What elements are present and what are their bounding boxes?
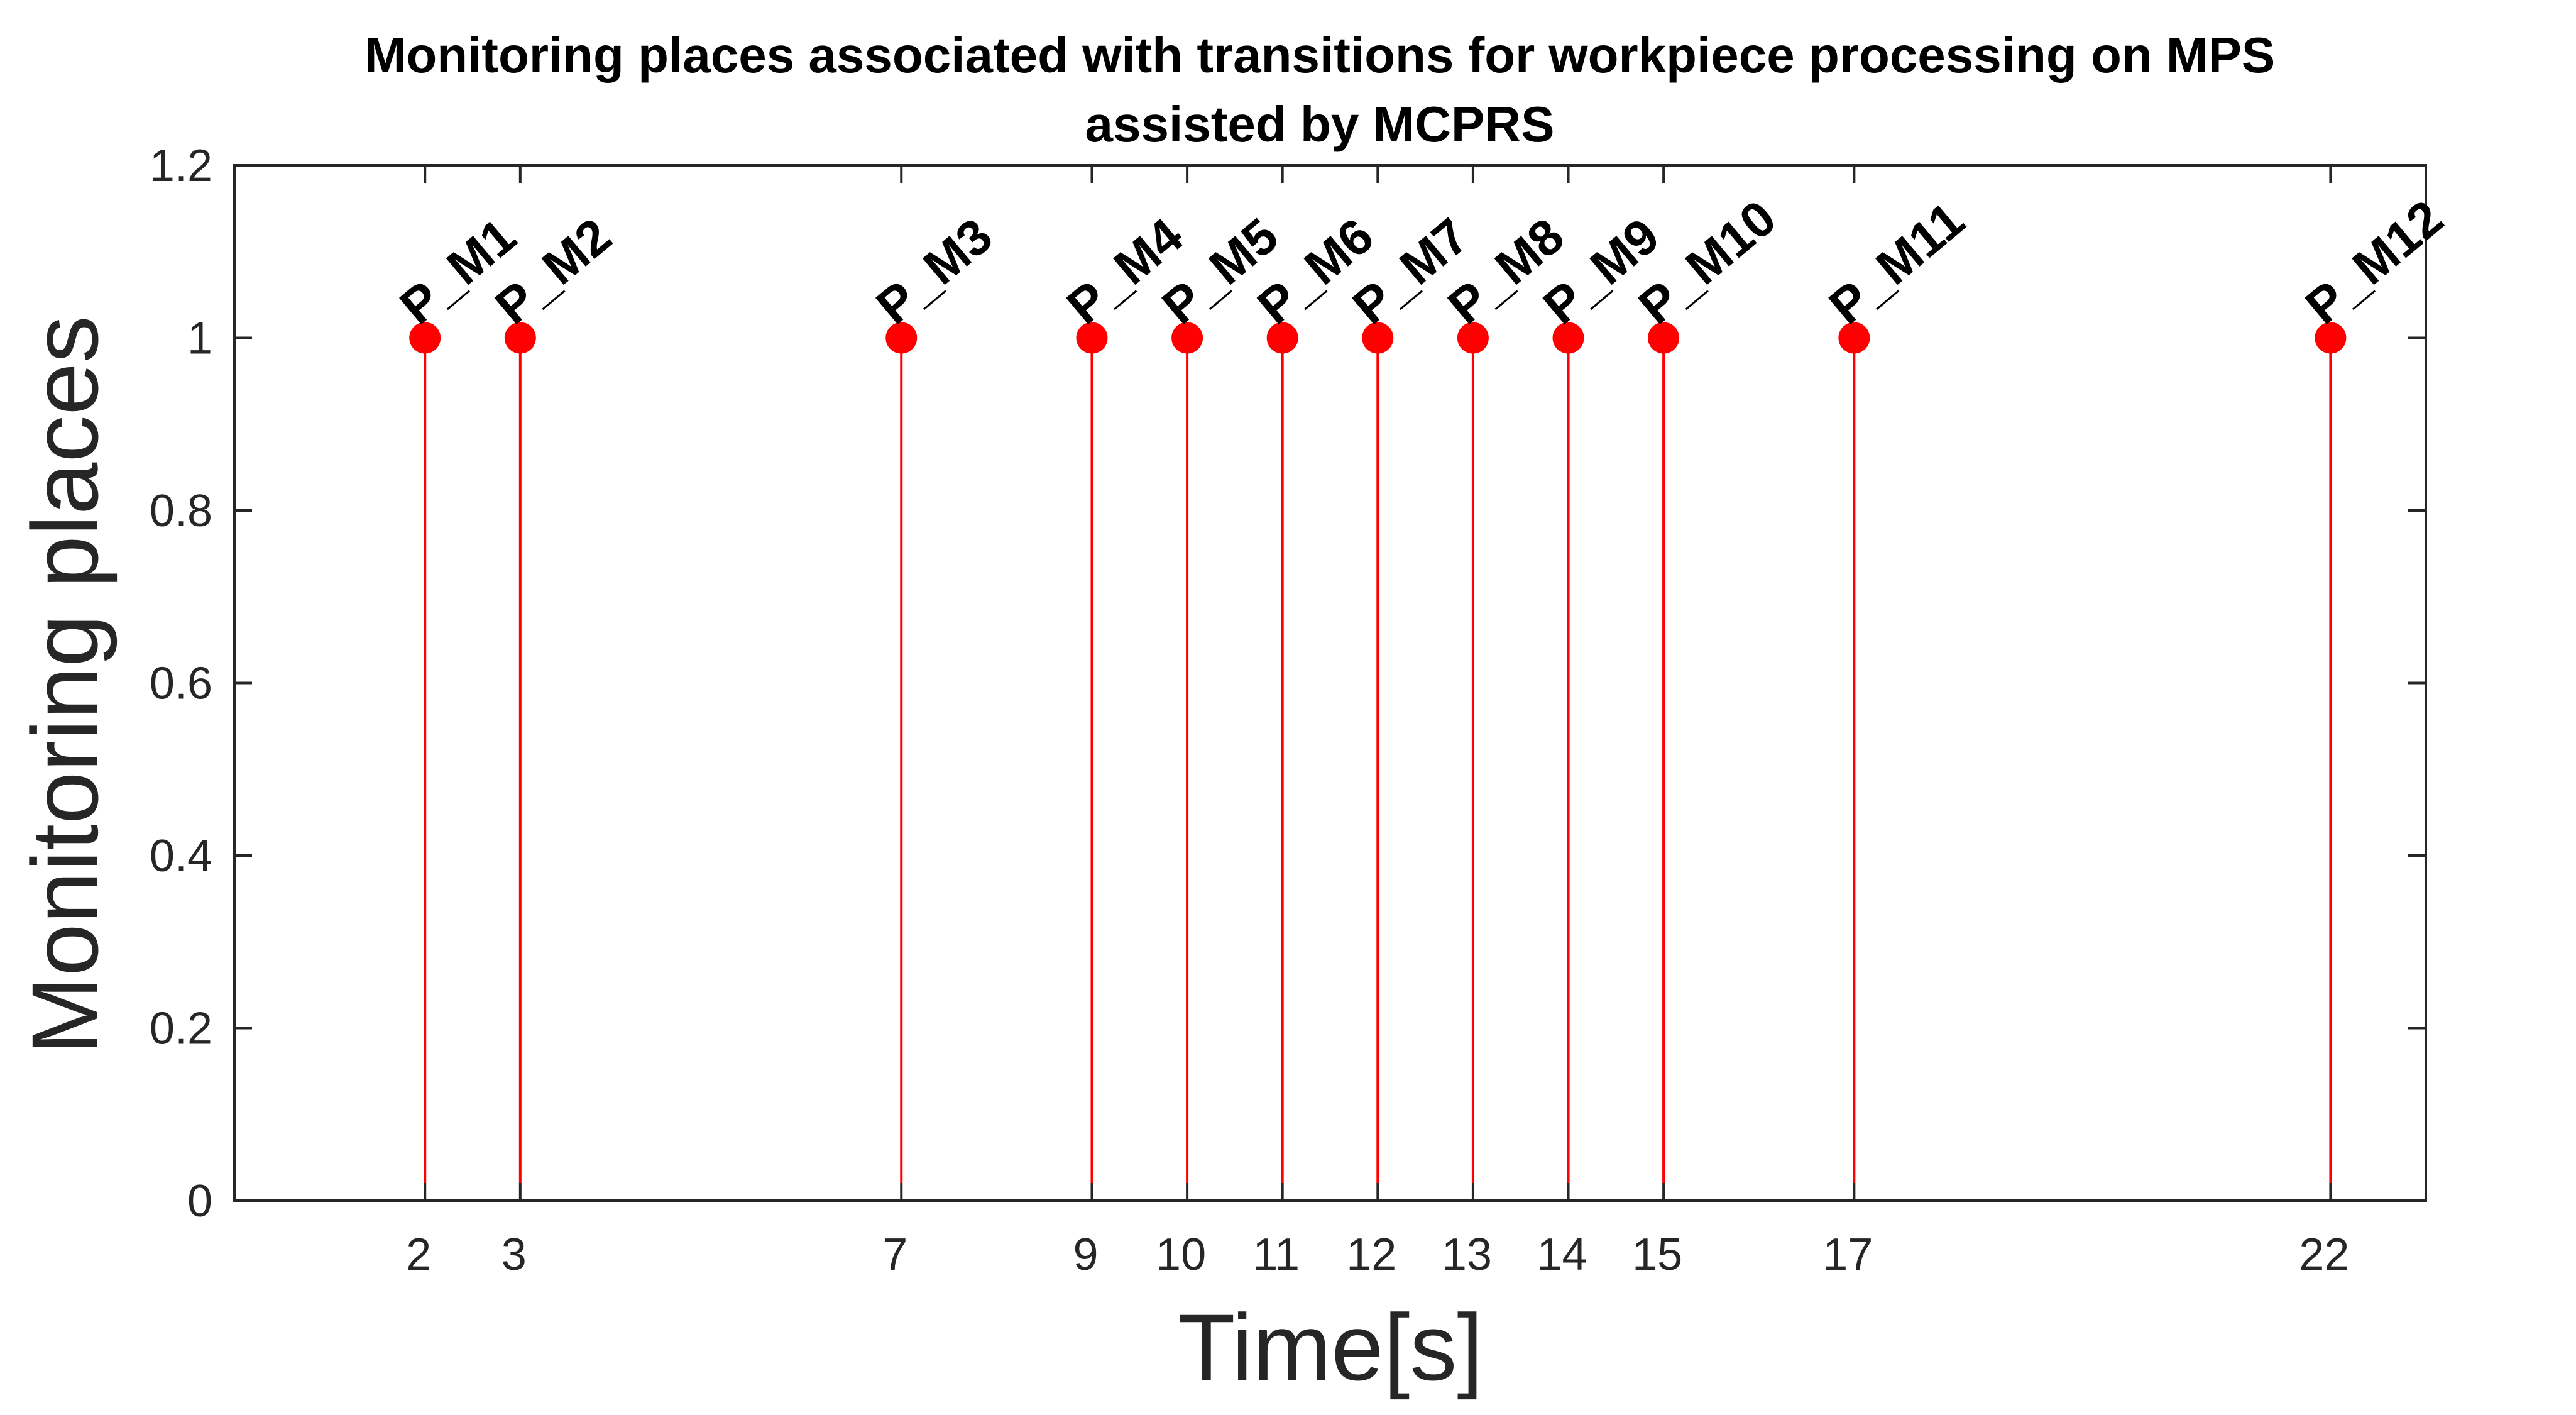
stem-marker	[1457, 322, 1489, 354]
y-axis-label: Monitoring places	[12, 316, 118, 1055]
stem-marker	[1648, 322, 1680, 354]
x-tick-label: 9	[1073, 1230, 1098, 1280]
stem-marker	[1362, 322, 1394, 354]
stem-marker	[1838, 322, 1870, 354]
x-tick-label: 17	[1822, 1230, 1873, 1280]
x-tick-label: 15	[1632, 1230, 1682, 1280]
axes-box	[233, 164, 2427, 1202]
stem-annotation: P_M12	[2295, 189, 2453, 334]
x-axis-label: Time[s]	[1178, 1294, 1483, 1400]
stem-marker	[1552, 322, 1584, 354]
x-tick-label: 14	[1537, 1230, 1587, 1280]
x-tick-label: 13	[1442, 1230, 1492, 1280]
x-tick-label: 7	[882, 1230, 907, 1280]
x-tick-label: 3	[501, 1230, 527, 1280]
stem-marker	[2315, 322, 2347, 354]
stem-marker	[409, 322, 441, 354]
x-tick-label: 22	[2299, 1230, 2349, 1280]
y-tick-label: 0.6	[150, 659, 212, 709]
y-tick-label: 0	[187, 1176, 212, 1226]
y-tick-label: 1.2	[150, 141, 212, 191]
stem-marker	[1266, 322, 1298, 354]
chart-title: Monitoring places associated with transi…	[364, 27, 2276, 83]
x-tick-label: 2	[406, 1230, 431, 1280]
x-tick-label: 10	[1156, 1230, 1206, 1280]
stem-annotation: P_M3	[866, 207, 1002, 335]
y-tick-label: 0.4	[150, 831, 212, 881]
plot-area: 0 0.2 0.4 0.6 0.8 1 1.2 2 3 7 9 10 11 12 13 14 15 17 22 P_M…	[150, 141, 2453, 1280]
stem-marker	[1076, 322, 1108, 354]
chart-subtitle: assisted by MCPRS	[1085, 96, 1555, 152]
y-tick-label: 0.2	[150, 1004, 212, 1054]
stem-marker	[885, 322, 918, 354]
y-tick-label: 1	[187, 314, 212, 364]
y-tick-label: 0.8	[150, 486, 212, 536]
stem-annotation: P_M11	[1819, 191, 1975, 334]
x-tick-label: 12	[1346, 1230, 1396, 1280]
stem-marker	[504, 322, 536, 354]
x-tick-label: 11	[1252, 1230, 1300, 1280]
stem-marker	[1171, 322, 1203, 354]
